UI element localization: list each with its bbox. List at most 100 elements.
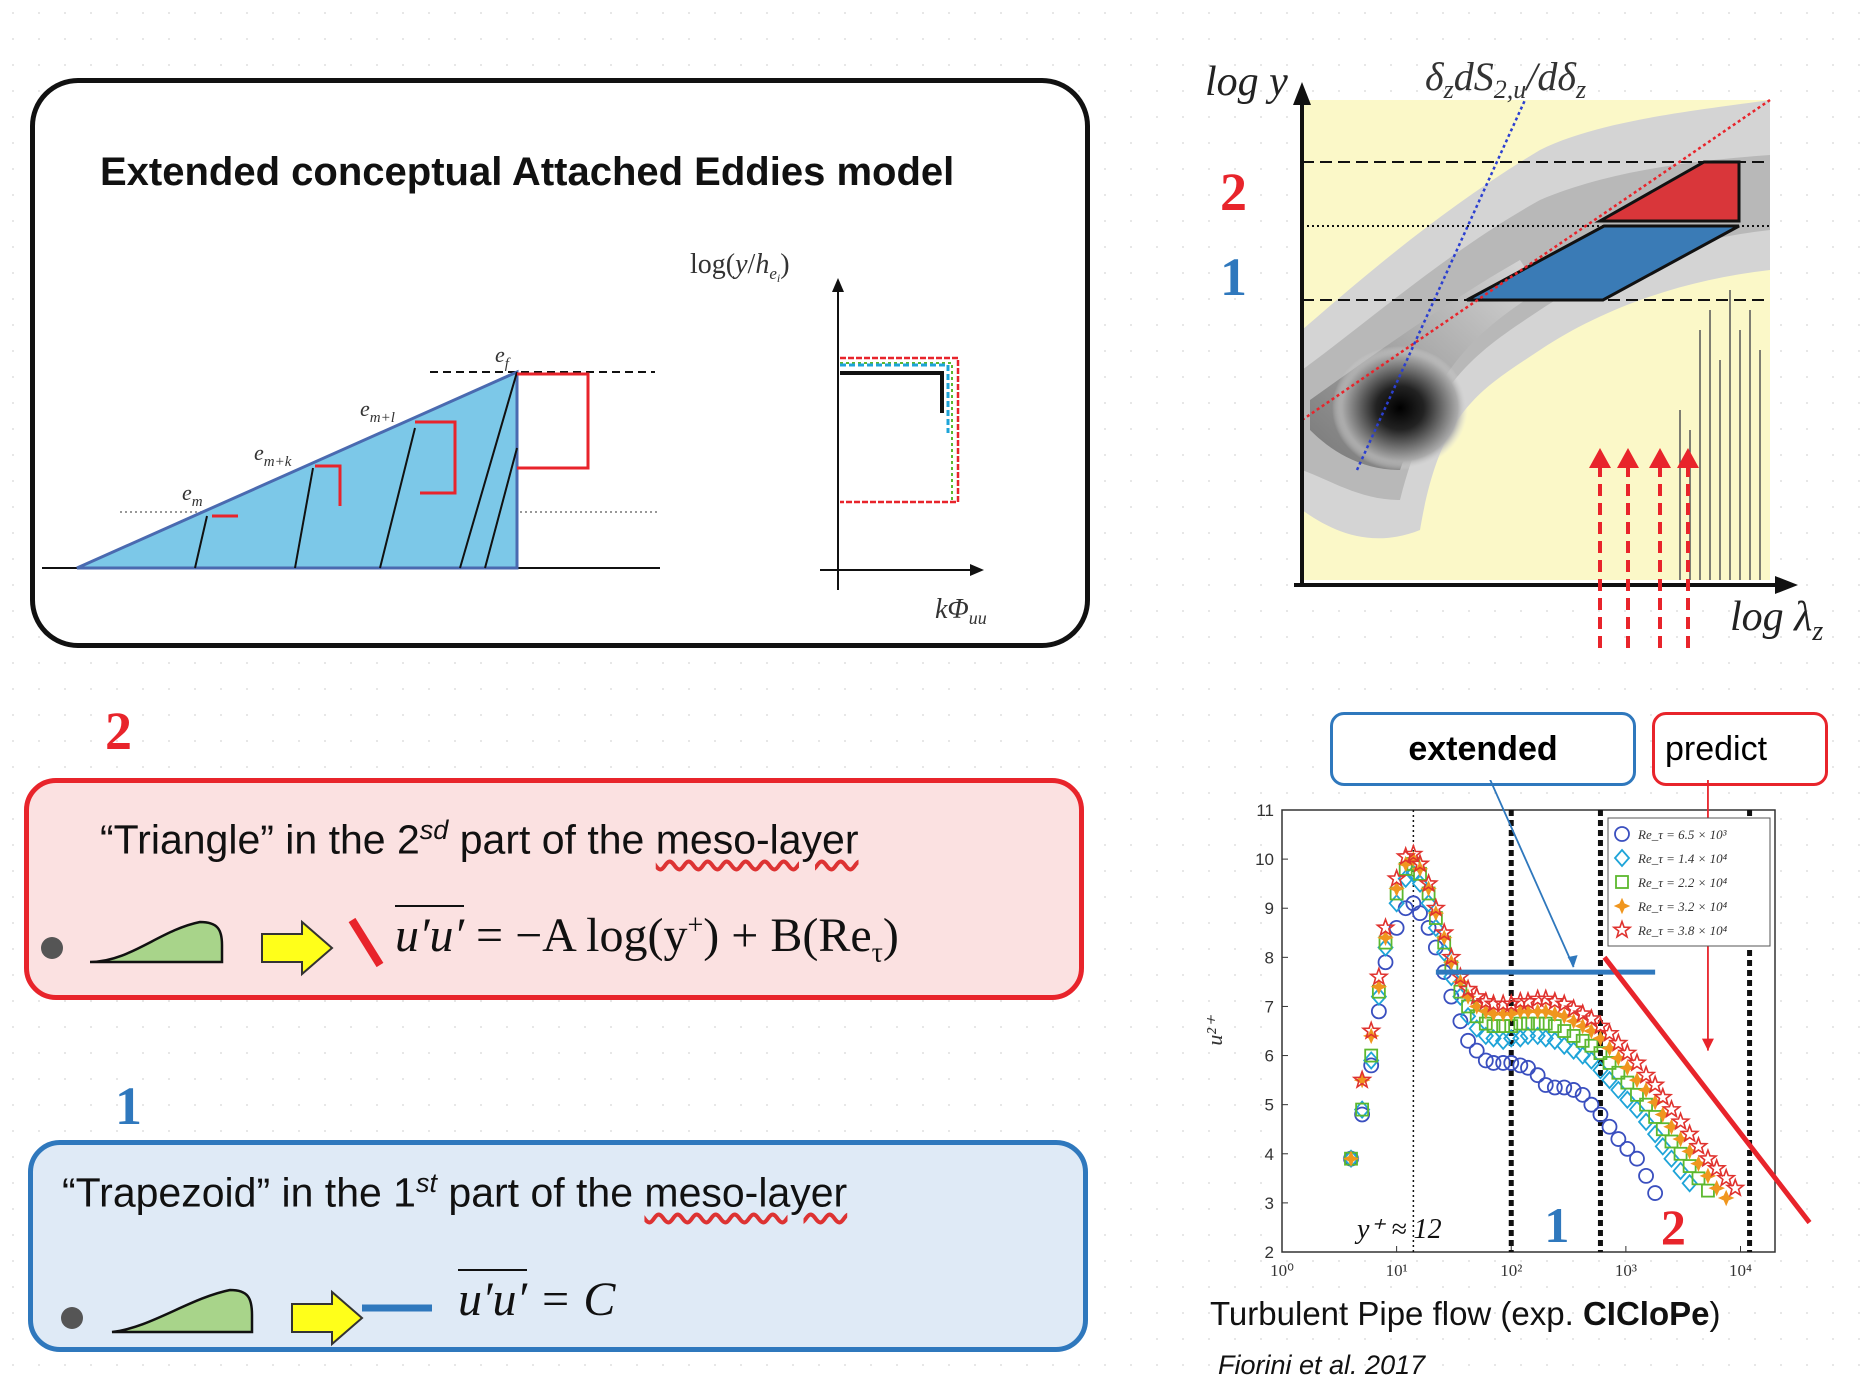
data-point — [1654, 1137, 1672, 1156]
legend-label: Re_τ = 6.5 × 10³ — [1637, 827, 1728, 842]
data-point — [1443, 953, 1460, 971]
data-point — [1635, 1064, 1657, 1084]
data-point — [1556, 1079, 1573, 1096]
triangle-text-sup: sd — [419, 815, 449, 845]
trapezoid-number: 1 — [115, 1076, 142, 1136]
attached-eddies-diagram: em em+k em+l ef log(y/hei) kΦuu — [42, 249, 987, 628]
data-point — [1592, 1060, 1609, 1080]
data-point — [1546, 1031, 1564, 1051]
data-point — [1409, 853, 1431, 873]
data-point — [1466, 985, 1488, 1006]
triangle-number: 2 — [105, 701, 132, 761]
data-point — [1670, 1111, 1691, 1131]
y-tick-label: 5 — [1265, 1096, 1274, 1115]
data-point — [1644, 1074, 1666, 1094]
eddy-triangle — [76, 369, 519, 570]
x-tick-label: 10³ — [1615, 1261, 1637, 1280]
data-point — [1639, 1097, 1653, 1112]
triangle-eq-lhs: u′u′ — [395, 905, 464, 962]
data-point — [1468, 1042, 1485, 1059]
data-point — [1688, 1135, 1709, 1156]
yellow-arrow-icon — [261, 919, 334, 977]
data-point — [1544, 990, 1566, 1011]
eddy-label-emk: em+k — [254, 440, 292, 470]
data-point — [1638, 1167, 1654, 1184]
data-point — [1610, 1131, 1627, 1147]
triangle-eq-rhs3: ) — [882, 909, 899, 962]
data-point — [1663, 1118, 1680, 1136]
data-point — [1420, 880, 1437, 897]
predict-callout: predict — [1652, 712, 1828, 786]
data-point — [1664, 1134, 1679, 1149]
data-point — [1537, 1003, 1555, 1020]
data-point — [1556, 1036, 1573, 1056]
trapezoid-text-sup: st — [416, 1168, 438, 1198]
data-point — [1433, 921, 1455, 942]
data-point — [1630, 1087, 1644, 1102]
extended-pointer — [1489, 780, 1575, 968]
data-point — [1485, 1028, 1502, 1048]
data-point — [1592, 1106, 1609, 1123]
data-point — [1619, 1140, 1636, 1157]
data-point — [1610, 1049, 1627, 1067]
data-point — [1468, 1019, 1485, 1038]
triangle-text-post: part of the — [448, 816, 656, 863]
data-point — [1360, 1020, 1382, 1040]
y-axis-label: u²⁺ — [1202, 1014, 1227, 1046]
data-point — [1435, 929, 1453, 946]
data-point — [1370, 987, 1388, 1006]
data-point — [1535, 988, 1557, 1008]
caption-bold: CICloPe — [1582, 1295, 1710, 1332]
data-point — [1673, 1146, 1688, 1161]
data-point — [1435, 943, 1453, 962]
y-tick-label: 10 — [1255, 850, 1274, 869]
data-point — [1583, 1096, 1600, 1113]
data-point — [1460, 1032, 1476, 1049]
data-point — [1370, 978, 1388, 996]
trapezoid-description: “Trapezoid” in the 1st part of the meso-… — [62, 1168, 847, 1217]
data-point — [1699, 1167, 1717, 1185]
y-tick-label: 11 — [1256, 801, 1274, 820]
data-point — [1342, 1150, 1360, 1167]
data-point — [1351, 1069, 1373, 1089]
data-point — [1517, 990, 1539, 1011]
data-point — [1355, 1102, 1370, 1117]
data-point — [1537, 1028, 1554, 1048]
trapezoid-text-underlined: meso-layer — [644, 1169, 848, 1216]
data-point — [1574, 1046, 1591, 1065]
data-point — [1628, 1071, 1646, 1089]
data-point — [1601, 1118, 1618, 1135]
data-point — [1679, 1123, 1700, 1143]
data-point — [1681, 1143, 1698, 1160]
data-point — [1512, 1028, 1529, 1048]
data-point — [1546, 1079, 1563, 1096]
triangle-eq-rhs1: = −A log(y — [464, 909, 688, 962]
triangle-equation: u′u′ = −A log(y+) + B(Reτ) — [395, 905, 899, 970]
data-point — [1572, 1002, 1594, 1023]
annotation-region-1: 1 — [1544, 1197, 1569, 1253]
annotation-yplus: y⁺ ≈ 12 — [1354, 1214, 1442, 1245]
legend-label: Re_τ = 3.2 × 10⁴ — [1637, 899, 1728, 914]
data-point — [1420, 893, 1437, 913]
spectrogram-label-2: 2 — [1220, 162, 1247, 222]
data-point — [1388, 893, 1405, 913]
data-point — [1672, 1161, 1689, 1181]
data-point — [1592, 1030, 1609, 1047]
data-point — [1672, 1130, 1689, 1148]
data-point — [1395, 845, 1417, 866]
data-point — [1563, 998, 1584, 1018]
data-point — [1495, 1055, 1512, 1071]
data-point — [1555, 1008, 1573, 1025]
data-point — [1362, 1051, 1380, 1070]
predict-pointer-head — [1701, 1038, 1714, 1051]
data-point — [1654, 1106, 1672, 1123]
data-point — [1452, 973, 1469, 991]
region-1-trapezoid — [1466, 224, 1740, 302]
extended-pointer-head — [1567, 955, 1578, 968]
data-point — [1681, 1173, 1698, 1193]
data-point — [1717, 1189, 1735, 1207]
triangle-eq-sup: + — [687, 910, 704, 941]
triangle-description: “Triangle” in the 2sd part of the meso-l… — [100, 815, 859, 864]
eddy-label-eml: em+l — [360, 396, 395, 426]
data-point — [1690, 1155, 1707, 1172]
